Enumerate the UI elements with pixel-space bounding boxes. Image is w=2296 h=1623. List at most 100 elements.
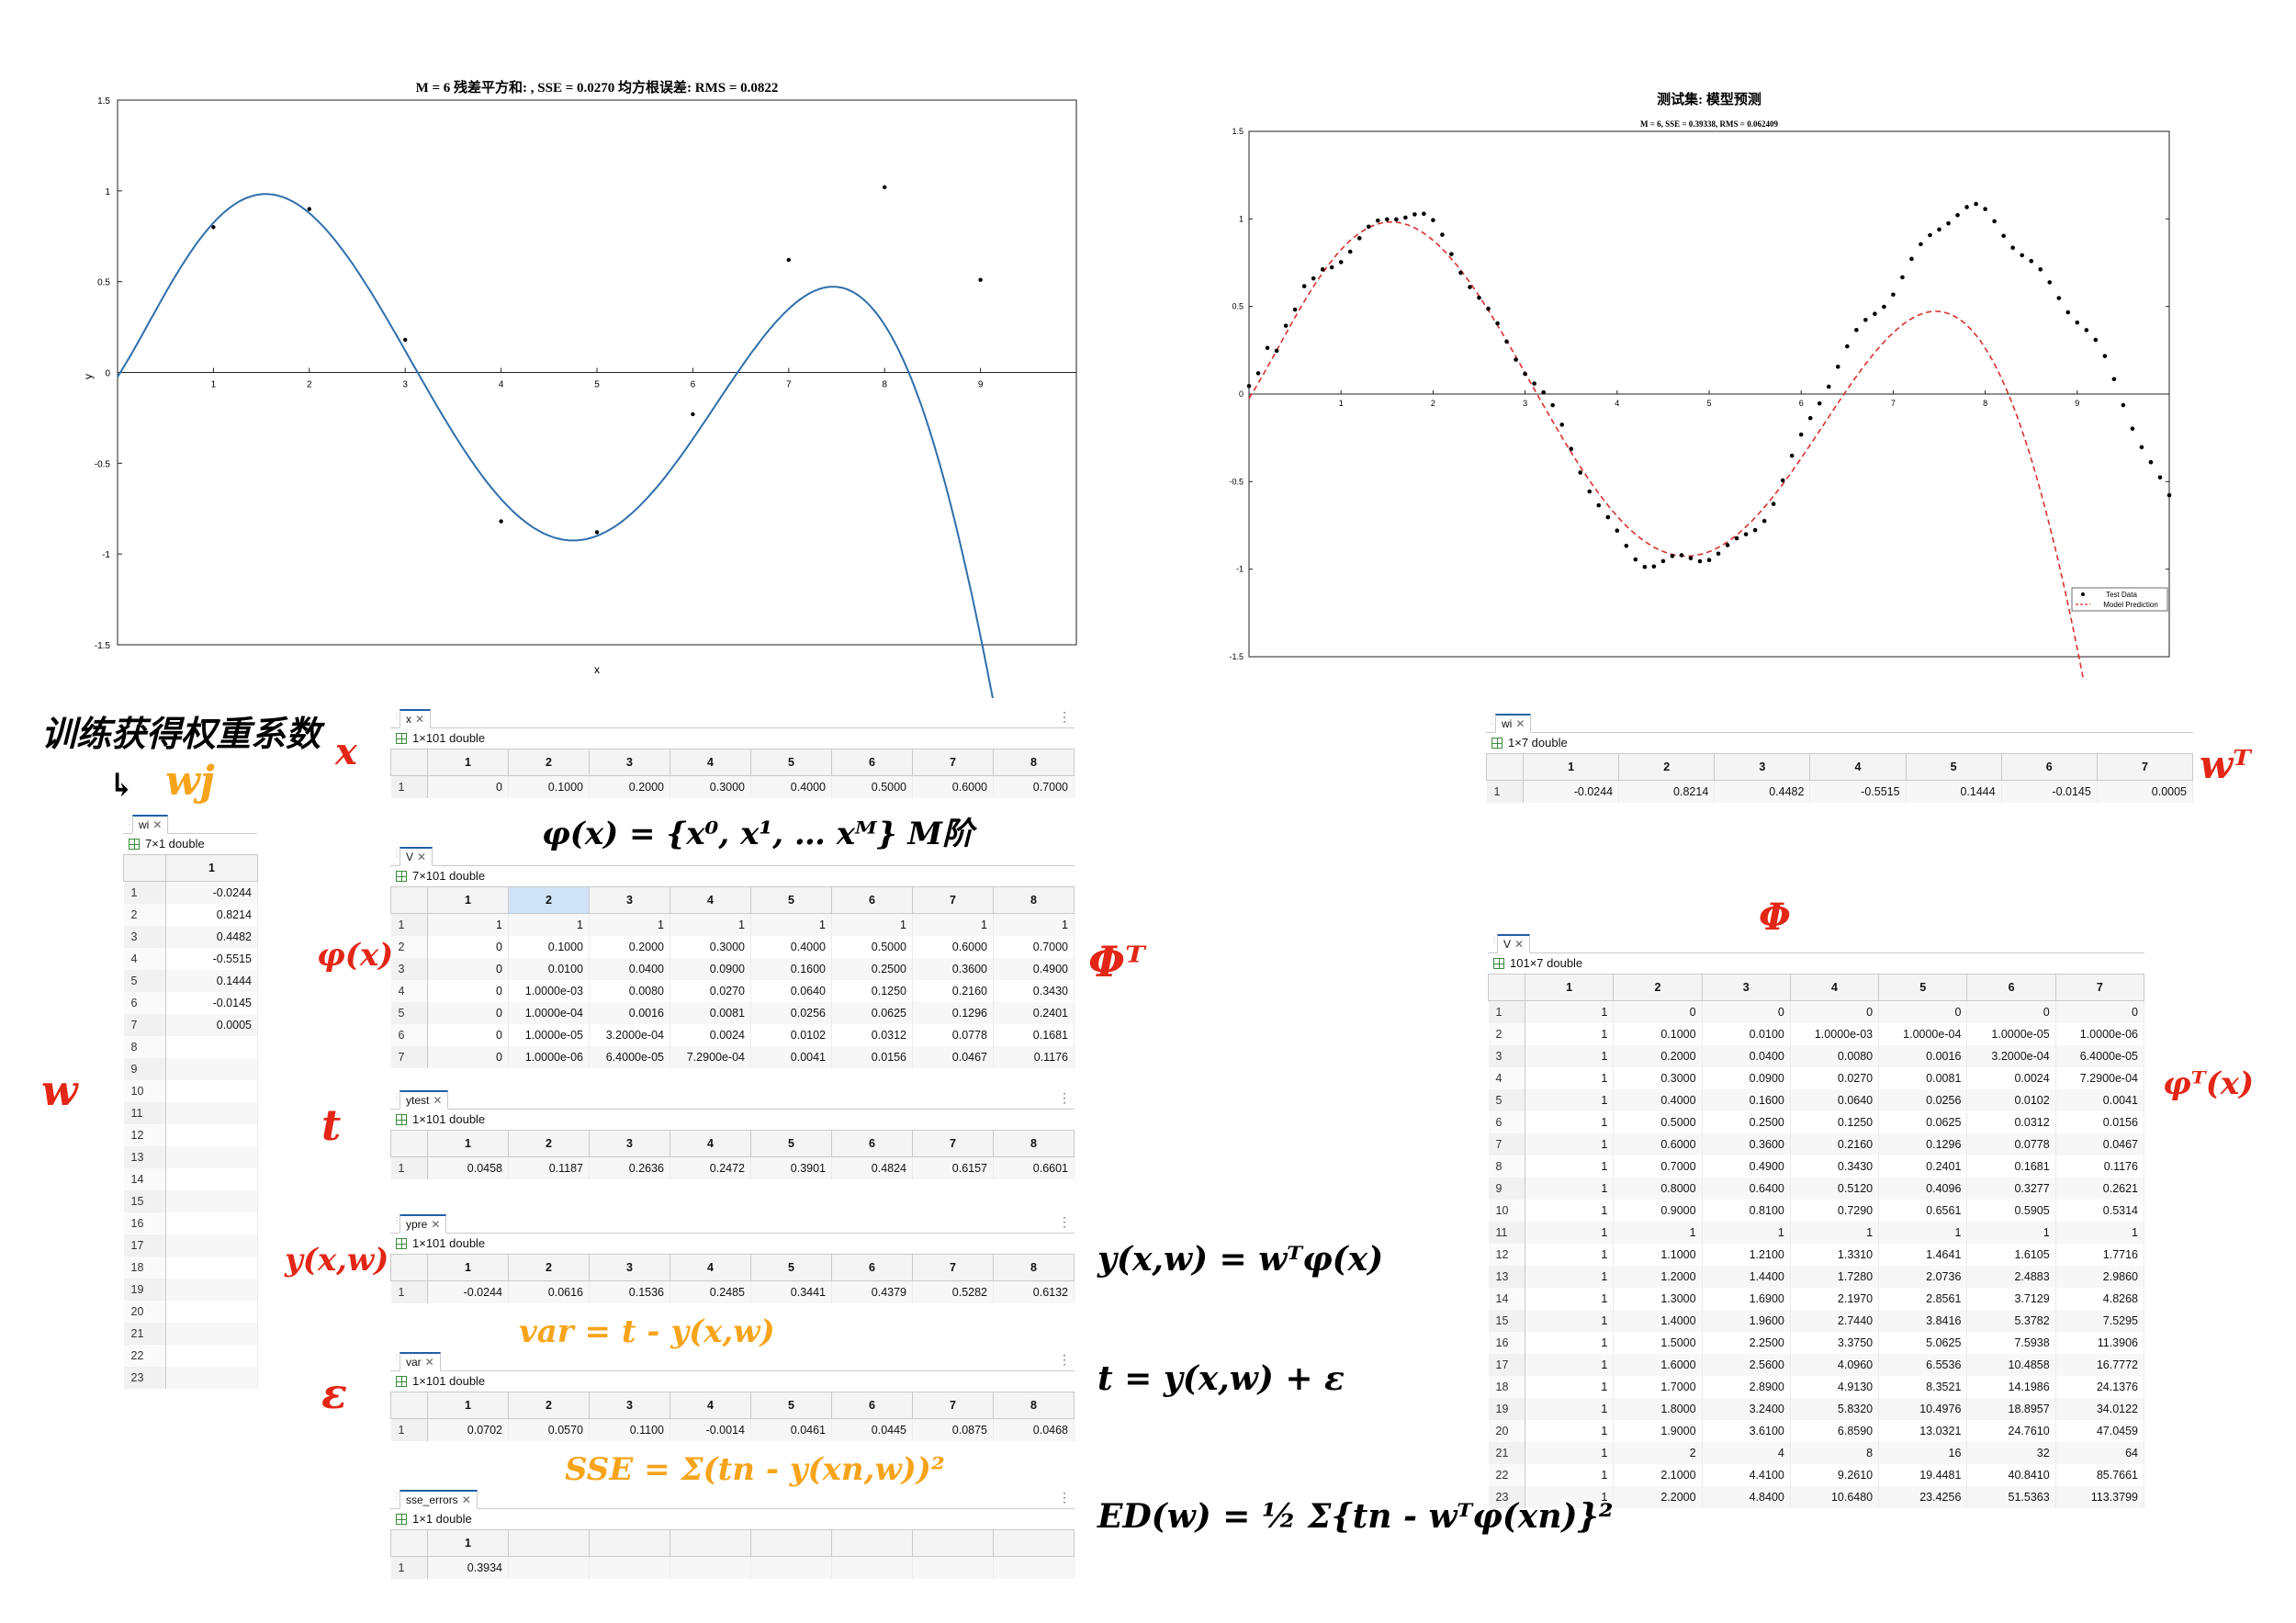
table-cell[interactable]: 0.2000 <box>589 936 670 958</box>
table-cell[interactable]: 0.2500 <box>831 958 913 980</box>
table-cell[interactable]: 11.3906 <box>2055 1332 2145 1354</box>
table-cell[interactable]: 1 <box>912 913 994 936</box>
table-cell[interactable]: 1.4000 <box>1613 1310 1703 1332</box>
table-row[interactable]: 3 0 0.0100 0.0400 0.0900 0.1600 0.2500 0.3600 0.… <box>390 958 1075 980</box>
table-cell[interactable]: 0.0100 <box>508 958 590 980</box>
table-cell[interactable]: 1 <box>589 913 670 936</box>
table-cell[interactable]: 0.0900 <box>1702 1067 1791 1089</box>
table-cell[interactable]: 7.2900e-04 <box>2055 1067 2145 1089</box>
close-icon[interactable]: ✕ <box>433 1094 443 1107</box>
row-header[interactable]: 16 <box>123 1212 166 1234</box>
column-header[interactable]: 2 <box>508 1130 590 1157</box>
column-header[interactable]: 1 <box>1522 753 1620 781</box>
table-cell[interactable]: 0 <box>1702 1000 1791 1023</box>
table-cell[interactable]: 3.7129 <box>1966 1288 2056 1310</box>
table-cell[interactable]: 1.0000e-06 <box>2055 1023 2145 1045</box>
column-header[interactable]: 5 <box>750 749 832 776</box>
column-header[interactable]: 6 <box>831 1392 913 1419</box>
table-cell[interactable]: 1 <box>1525 1155 1615 1178</box>
panel-menu-icon[interactable]: ⋮ <box>1058 1490 1071 1505</box>
table-cell[interactable]: 0 <box>427 1024 509 1046</box>
V-7x101-panel[interactable]: ⋮⋮V✕ 7×101 double 12345678111111111200.1… <box>390 845 1075 1068</box>
table-cell[interactable]: 0.1681 <box>993 1024 1075 1046</box>
column-header[interactable]: 6 <box>831 1130 913 1157</box>
column-header[interactable]: 2 <box>508 886 590 914</box>
table-cell[interactable]: 0.1296 <box>1878 1133 1968 1155</box>
table-cell[interactable]: 0.8214 <box>1618 780 1716 803</box>
row-header[interactable]: 2 <box>1488 1023 1525 1045</box>
table-cell[interactable]: 0.1000 <box>1613 1023 1703 1045</box>
table-cell[interactable]: -0.0014 <box>670 1418 751 1441</box>
table-cell[interactable]: 24.7610 <box>1966 1420 2056 1442</box>
column-header[interactable]: 4 <box>670 886 751 914</box>
table-cell[interactable]: 18.8957 <box>1966 1398 2056 1420</box>
table-cell[interactable]: 1.5000 <box>1613 1332 1703 1354</box>
column-header[interactable]: 5 <box>1905 753 2002 781</box>
table-row[interactable]: 7 1 0.6000 0.3600 0.2160 0.1296 0.0778 0.0467 <box>1488 1133 2145 1155</box>
column-header[interactable]: 3 <box>589 1392 670 1419</box>
table-row[interactable]: 12 <box>123 1124 258 1146</box>
table-cell[interactable]: 0.0156 <box>2055 1111 2145 1133</box>
table-cell[interactable]: 0.6132 <box>993 1280 1075 1303</box>
table-cell[interactable]: 0.6157 <box>912 1156 994 1179</box>
table-row[interactable]: 13 <box>123 1146 258 1168</box>
tab-sse-errors[interactable]: sse_errors ✕ <box>400 1490 478 1509</box>
row-header[interactable]: 18 <box>123 1257 166 1279</box>
table-row[interactable]: 3 1 0.2000 0.0400 0.0080 0.0016 3.2000e-04 6.40… <box>1488 1045 2145 1067</box>
table-cell[interactable]: 40.8410 <box>1966 1464 2056 1486</box>
table-cell[interactable]: 0.1100 <box>589 1418 670 1441</box>
table-cell[interactable]: 0.0312 <box>1966 1111 2056 1133</box>
table-cell[interactable] <box>165 1102 258 1124</box>
table-cell[interactable]: 1 <box>1525 1222 1615 1244</box>
column-header[interactable]: 6 <box>2000 753 2098 781</box>
table-row[interactable]: 9 <box>123 1058 258 1080</box>
table-cell[interactable]: 0.8100 <box>1702 1200 1791 1222</box>
table-cell[interactable]: 1 <box>1525 1310 1615 1332</box>
table-cell[interactable] <box>750 1556 832 1579</box>
table-row[interactable]: 4 0 1.0000e-03 0.0080 0.0270 0.0640 0.1250 0.21… <box>390 980 1075 1002</box>
table-cell[interactable]: 3.2000e-04 <box>1966 1045 2056 1067</box>
table-cell[interactable]: 2.4883 <box>1966 1266 2056 1288</box>
table-cell[interactable]: 1 <box>508 913 590 936</box>
table-cell[interactable]: 1.3310 <box>1790 1244 1880 1266</box>
table-cell[interactable]: 0.0102 <box>1966 1089 2056 1111</box>
row-header[interactable]: 9 <box>1488 1178 1525 1200</box>
table-cell[interactable]: 3.8416 <box>1878 1310 1968 1332</box>
panel-menu-icon[interactable]: ⋮ <box>1058 1352 1071 1367</box>
table-cell[interactable]: 0.0024 <box>1966 1067 2056 1089</box>
column-header[interactable] <box>831 1529 913 1557</box>
table-cell[interactable]: 0.0041 <box>2055 1089 2145 1111</box>
row-header[interactable]: 6 <box>390 1024 428 1046</box>
column-header[interactable]: 7 <box>912 749 994 776</box>
table-cell[interactable]: 0.5905 <box>1966 1200 2056 1222</box>
table-cell[interactable] <box>165 1345 258 1367</box>
table-cell[interactable]: 2.1000 <box>1613 1464 1703 1486</box>
table-cell[interactable]: 0.4824 <box>831 1156 913 1179</box>
row-header[interactable]: 4 <box>390 980 428 1002</box>
table-cell[interactable]: 0.4482 <box>165 926 258 948</box>
column-header[interactable]: 5 <box>750 1254 832 1281</box>
table-cell[interactable]: 0.1600 <box>1702 1089 1791 1111</box>
table-cell[interactable]: 0.0467 <box>2055 1133 2145 1155</box>
table-cell[interactable]: 0.7000 <box>993 936 1075 958</box>
column-header[interactable]: 8 <box>993 886 1075 914</box>
table-row[interactable]: 20 1 1.9000 3.6100 6.8590 13.0321 24.7610 47.04… <box>1488 1420 2145 1442</box>
table-cell[interactable]: 0.2472 <box>670 1156 751 1179</box>
table-cell[interactable]: 3.3750 <box>1790 1332 1880 1354</box>
table-row[interactable]: 16 <box>123 1212 258 1234</box>
table-cell[interactable]: 1.3000 <box>1613 1288 1703 1310</box>
table-cell[interactable] <box>670 1556 751 1579</box>
column-header[interactable]: 2 <box>1613 974 1703 1001</box>
table-row[interactable]: 2 0 0.1000 0.2000 0.3000 0.4000 0.5000 0.6000 0.… <box>390 936 1075 958</box>
row-header[interactable]: 14 <box>1488 1288 1525 1310</box>
table-cell[interactable]: 7.2900e-04 <box>670 1046 751 1068</box>
row-header[interactable]: 6 <box>1488 1111 1525 1133</box>
table-cell[interactable]: 0.4900 <box>993 958 1075 980</box>
table-cell[interactable]: 7.5938 <box>1966 1332 2056 1354</box>
table-cell[interactable] <box>165 1058 258 1080</box>
table-cell[interactable]: 0.0081 <box>670 1002 751 1024</box>
table-cell[interactable]: 1.4641 <box>1878 1244 1968 1266</box>
row-header[interactable]: 5 <box>390 1002 428 1024</box>
column-header[interactable]: 8 <box>993 1254 1075 1281</box>
